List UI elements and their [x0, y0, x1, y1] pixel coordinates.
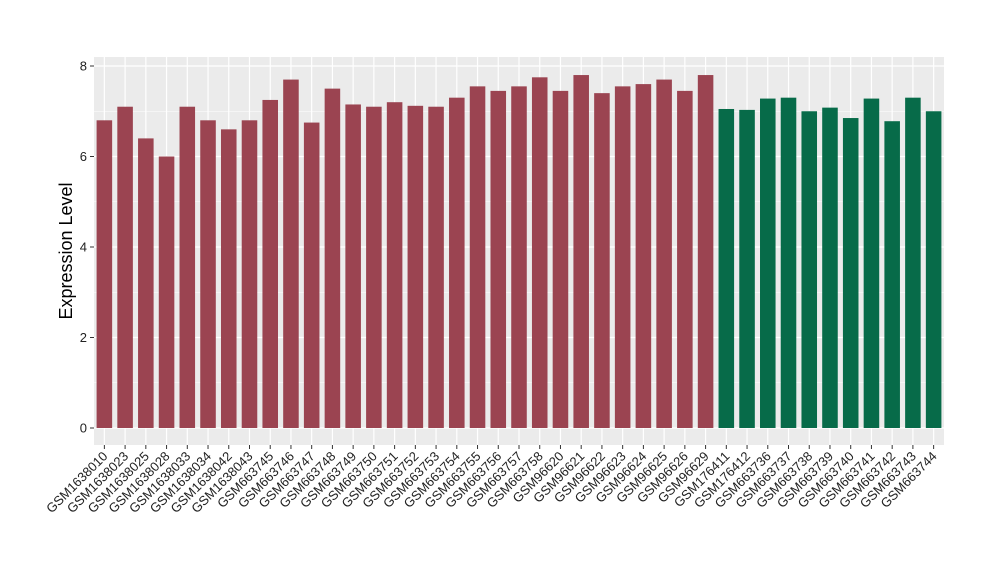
y-tick-label: 6 — [80, 149, 87, 164]
bar — [179, 106, 196, 428]
bar — [428, 106, 444, 428]
bar — [386, 102, 403, 428]
bar — [303, 122, 320, 428]
bar — [822, 107, 838, 428]
bar — [469, 86, 486, 429]
bar — [718, 108, 735, 429]
y-axis: 0 2 4 6 8 — [80, 59, 94, 436]
bar — [594, 93, 610, 429]
bar — [739, 109, 755, 428]
bar — [490, 90, 507, 428]
bar — [283, 79, 299, 428]
y-axis-title: Expression Level — [56, 182, 76, 319]
bar — [635, 84, 652, 428]
bar — [780, 97, 797, 429]
y-tick-label: 2 — [80, 330, 87, 345]
bar — [407, 105, 424, 428]
bar — [138, 138, 154, 428]
bar — [531, 77, 548, 428]
y-tick-label: 4 — [80, 240, 87, 255]
bar — [552, 90, 569, 428]
bar — [345, 104, 361, 429]
y-tick-label: 8 — [80, 59, 87, 74]
bar — [573, 75, 589, 429]
bar — [863, 98, 880, 428]
bar — [614, 86, 631, 429]
bar — [760, 98, 776, 428]
x-axis: GSM1638010GSM1638023GSM1638025GSM1638028… — [43, 445, 940, 516]
bar — [220, 129, 237, 428]
bar — [241, 120, 258, 429]
bar — [842, 118, 859, 428]
bars — [96, 75, 942, 429]
bar — [449, 97, 465, 429]
bar — [262, 99, 278, 428]
bar — [200, 120, 216, 429]
bar — [117, 106, 133, 428]
y-tick-label: 0 — [80, 421, 87, 436]
bar — [677, 90, 693, 428]
bar — [96, 120, 113, 429]
bar — [905, 97, 921, 429]
bar — [656, 79, 672, 428]
bar — [801, 111, 818, 428]
bar — [366, 106, 382, 428]
bar — [925, 111, 942, 428]
bar — [697, 75, 714, 429]
bar — [511, 86, 527, 429]
bar — [158, 156, 175, 428]
bar — [884, 121, 900, 428]
bar — [324, 88, 341, 428]
